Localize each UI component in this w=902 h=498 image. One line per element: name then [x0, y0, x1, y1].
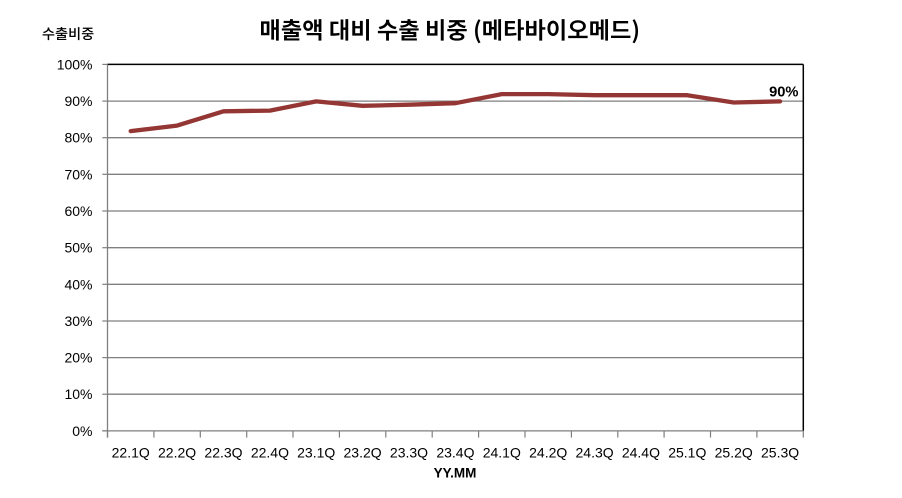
svg-text:40%: 40% [64, 276, 92, 292]
svg-text:YY.MM: YY.MM [434, 465, 477, 480]
svg-text:0%: 0% [72, 423, 92, 439]
svg-text:10%: 10% [64, 386, 92, 402]
svg-text:25.2Q: 25.2Q [715, 444, 753, 460]
svg-text:22.1Q: 22.1Q [112, 444, 150, 460]
svg-text:22.4Q: 22.4Q [251, 444, 289, 460]
svg-text:24.2Q: 24.2Q [529, 444, 567, 460]
svg-text:30%: 30% [64, 313, 92, 329]
svg-text:24.4Q: 24.4Q [622, 444, 660, 460]
svg-text:22.3Q: 22.3Q [204, 444, 242, 460]
svg-text:100%: 100% [57, 56, 93, 72]
svg-text:90%: 90% [64, 93, 92, 109]
svg-text:23.2Q: 23.2Q [344, 444, 382, 460]
svg-text:50%: 50% [64, 240, 92, 256]
svg-text:25.3Q: 25.3Q [761, 444, 799, 460]
svg-text:90%: 90% [769, 85, 798, 101]
svg-text:20%: 20% [64, 350, 92, 366]
svg-text:60%: 60% [64, 203, 92, 219]
svg-text:80%: 80% [64, 130, 92, 146]
svg-text:23.4Q: 23.4Q [436, 444, 474, 460]
svg-text:23.1Q: 23.1Q [297, 444, 335, 460]
svg-text:23.3Q: 23.3Q [390, 444, 428, 460]
svg-text:22.2Q: 22.2Q [158, 444, 196, 460]
svg-text:24.1Q: 24.1Q [483, 444, 521, 460]
svg-text:24.3Q: 24.3Q [576, 444, 614, 460]
svg-text:70%: 70% [64, 166, 92, 182]
svg-text:25.1Q: 25.1Q [668, 444, 706, 460]
